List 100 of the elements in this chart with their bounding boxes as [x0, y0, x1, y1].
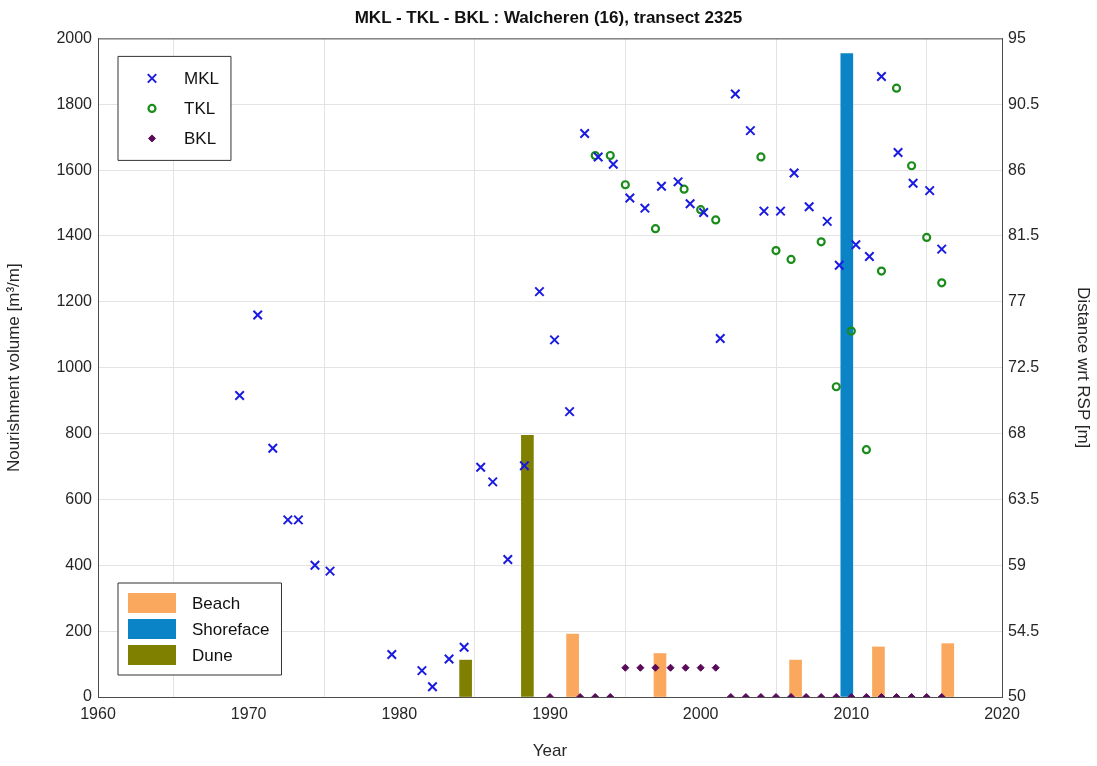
point: [624, 192, 636, 204]
y2-tick-label: 81.5: [1008, 226, 1040, 244]
point: [892, 147, 904, 158]
point: [621, 663, 630, 672]
point: [549, 334, 560, 346]
point: [427, 681, 438, 692]
point: [907, 161, 917, 171]
point: [803, 201, 815, 212]
point: [788, 167, 800, 179]
point: [458, 642, 470, 653]
point: [816, 237, 826, 247]
point: [924, 185, 935, 196]
bar: [840, 53, 854, 697]
y2-tick-label: 72.5: [1008, 358, 1040, 376]
point: [590, 150, 600, 161]
point: [636, 663, 645, 672]
point: [891, 83, 902, 93]
bar: [566, 633, 579, 697]
point: [831, 382, 841, 392]
y2-tick-label: 63.5: [1008, 489, 1040, 507]
point: [861, 445, 871, 455]
point: [834, 260, 845, 271]
x-tick-label: 2000: [682, 705, 719, 723]
point: [656, 180, 667, 192]
point: [579, 128, 590, 139]
point: [821, 216, 833, 227]
y-tick-label: 2000: [56, 28, 93, 46]
y-tick-label: 200: [65, 621, 93, 639]
point: [730, 88, 741, 100]
point: [605, 150, 615, 161]
point: [907, 178, 919, 189]
point: [715, 333, 726, 344]
point: [650, 224, 661, 234]
y-tick-label: 800: [65, 423, 93, 441]
bar: [941, 643, 955, 697]
bar: [872, 646, 885, 697]
y-tick-label: 0: [83, 687, 93, 705]
y-tick-label: 1600: [56, 160, 93, 178]
point: [651, 663, 660, 672]
y2-tick-label: 95: [1008, 28, 1026, 46]
point: [252, 309, 263, 321]
y2-tick-label: 90.5: [1008, 94, 1040, 112]
point: [711, 215, 721, 225]
point: [592, 151, 604, 163]
point: [672, 176, 684, 188]
point: [282, 514, 294, 526]
point: [876, 71, 887, 82]
y2-axis-title: Distance wrt RSP [m]: [1074, 287, 1094, 449]
point: [876, 266, 887, 276]
point: [846, 326, 856, 336]
point: [519, 460, 530, 471]
bar: [653, 653, 667, 697]
y-tick-label: 1400: [56, 226, 93, 244]
bar: [521, 434, 534, 697]
point: [684, 198, 696, 210]
point: [666, 663, 675, 672]
point: [936, 243, 947, 255]
x-tick-label: 1980: [381, 705, 418, 723]
point: [639, 202, 651, 214]
point: [309, 560, 321, 571]
point: [711, 663, 720, 672]
bar: [459, 659, 472, 697]
point: [775, 205, 786, 217]
y2-tick-label: 86: [1008, 160, 1026, 178]
bar: [789, 659, 802, 697]
y-tick-label: 600: [65, 489, 93, 507]
point: [864, 251, 875, 262]
legend-label: MKL: [184, 69, 219, 89]
point: [786, 254, 796, 264]
y-axis-title: Nourishment volume [m³/m]: [3, 263, 23, 473]
y-tick-label: 1200: [56, 292, 93, 310]
x-tick-label: 1990: [532, 705, 568, 723]
point: [443, 653, 455, 665]
x-tick-label: 2010: [833, 705, 870, 723]
legend-label: BKL: [184, 129, 217, 149]
y-tick-label: 1800: [56, 94, 93, 112]
point: [696, 663, 705, 672]
legend-label: Dune: [192, 645, 233, 665]
chart-title: MKL - TKL - BKL : Walcheren (16), transect 2325: [354, 7, 743, 27]
y2-tick-label: 50: [1008, 687, 1026, 705]
point: [475, 461, 486, 473]
y-tick-label: 400: [65, 555, 93, 573]
y2-tick-label: 54.5: [1008, 621, 1040, 639]
point: [745, 125, 756, 136]
point: [758, 205, 770, 217]
point: [620, 180, 630, 190]
point: [534, 286, 545, 297]
point: [386, 649, 398, 660]
point: [502, 554, 514, 565]
legend-label: Shoreface: [192, 619, 270, 639]
point: [850, 239, 862, 250]
legend-label: TKL: [184, 99, 216, 119]
point: [922, 232, 932, 243]
y-tick-label: 1000: [56, 358, 93, 376]
point: [679, 184, 689, 194]
point: [324, 565, 336, 577]
point: [564, 406, 575, 417]
point: [487, 476, 498, 488]
point: [771, 246, 781, 256]
x-axis-title: Year: [532, 741, 568, 761]
